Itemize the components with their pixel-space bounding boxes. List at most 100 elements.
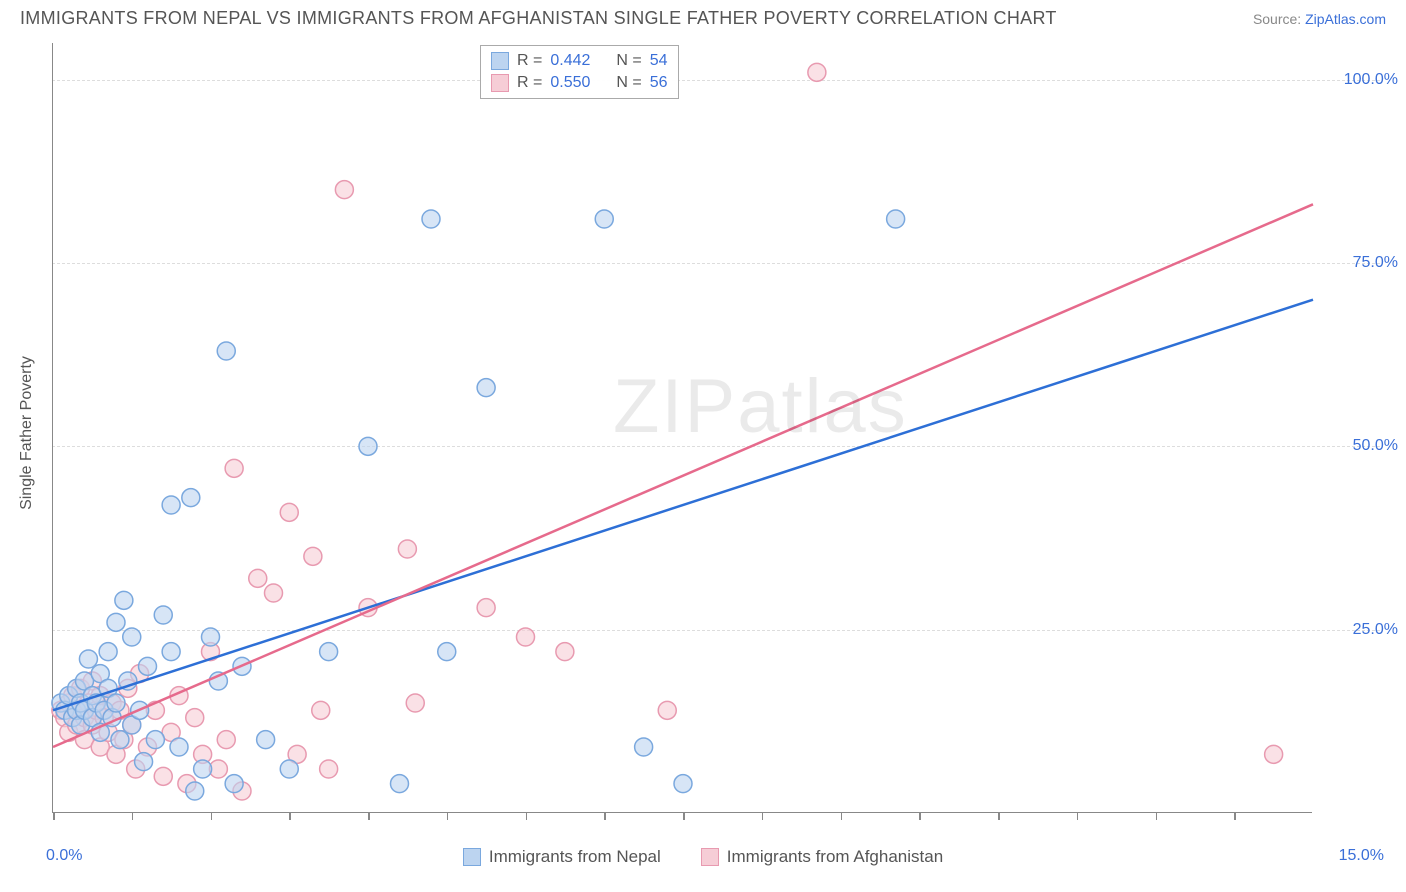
data-point bbox=[249, 569, 267, 587]
swatch-afghanistan-icon bbox=[701, 848, 719, 866]
data-point bbox=[162, 496, 180, 514]
x-tick-mark bbox=[1156, 812, 1158, 820]
data-point bbox=[194, 760, 212, 778]
data-point bbox=[406, 694, 424, 712]
legend-r-label: R = bbox=[517, 50, 542, 72]
data-point bbox=[146, 731, 164, 749]
data-point bbox=[170, 738, 188, 756]
swatch-afghanistan-icon bbox=[491, 74, 509, 92]
legend-n-label: N = bbox=[616, 72, 641, 94]
data-point bbox=[265, 584, 283, 602]
data-point bbox=[257, 731, 275, 749]
y-tick-label: 50.0% bbox=[1353, 437, 1398, 455]
x-tick-mark bbox=[841, 812, 843, 820]
legend-top: R = 0.442 N = 54 R = 0.550 N = 56 bbox=[480, 45, 679, 99]
data-point bbox=[335, 181, 353, 199]
data-point bbox=[186, 782, 204, 800]
data-point bbox=[391, 775, 409, 793]
data-point bbox=[79, 650, 97, 668]
header: IMMIGRANTS FROM NEPAL VS IMMIGRANTS FROM… bbox=[0, 0, 1406, 33]
plot-area: ZIPatlas bbox=[52, 43, 1312, 813]
data-point bbox=[320, 760, 338, 778]
trend-line bbox=[53, 204, 1313, 747]
scatter-plot-svg bbox=[53, 43, 1312, 812]
legend-row-nepal: R = 0.442 N = 54 bbox=[491, 50, 668, 72]
legend-n-value-afghanistan: 56 bbox=[650, 72, 668, 94]
x-tick-mark bbox=[683, 812, 685, 820]
data-point bbox=[658, 701, 676, 719]
x-tick-mark bbox=[762, 812, 764, 820]
data-point bbox=[280, 503, 298, 521]
legend-r-value-afghanistan: 0.550 bbox=[550, 72, 590, 94]
data-point bbox=[217, 731, 235, 749]
data-point bbox=[422, 210, 440, 228]
legend-bottom: Immigrants from Nepal Immigrants from Af… bbox=[0, 847, 1406, 867]
data-point bbox=[312, 701, 330, 719]
x-tick-label-max: 15.0% bbox=[1339, 847, 1384, 865]
data-point bbox=[225, 459, 243, 477]
x-tick-mark bbox=[998, 812, 1000, 820]
legend-item-nepal: Immigrants from Nepal bbox=[463, 847, 661, 867]
data-point bbox=[517, 628, 535, 646]
data-point bbox=[595, 210, 613, 228]
data-point bbox=[635, 738, 653, 756]
data-point bbox=[320, 643, 338, 661]
data-point bbox=[139, 657, 157, 675]
y-tick-label: 75.0% bbox=[1353, 254, 1398, 272]
data-point bbox=[111, 731, 129, 749]
data-point bbox=[808, 63, 826, 81]
data-point bbox=[304, 547, 322, 565]
x-tick-mark bbox=[211, 812, 213, 820]
data-point bbox=[887, 210, 905, 228]
data-point bbox=[99, 643, 117, 661]
legend-r-label: R = bbox=[517, 72, 542, 94]
data-point bbox=[438, 643, 456, 661]
data-point bbox=[123, 628, 141, 646]
source-link[interactable]: ZipAtlas.com bbox=[1305, 11, 1386, 27]
swatch-nepal-icon bbox=[463, 848, 481, 866]
x-tick-mark bbox=[289, 812, 291, 820]
x-tick-mark bbox=[526, 812, 528, 820]
data-point bbox=[154, 606, 172, 624]
data-point bbox=[1265, 745, 1283, 763]
x-tick-label-min: 0.0% bbox=[46, 847, 82, 865]
legend-n-label: N = bbox=[616, 50, 641, 72]
x-tick-mark bbox=[53, 812, 55, 820]
swatch-nepal-icon bbox=[491, 52, 509, 70]
y-tick-label: 25.0% bbox=[1353, 621, 1398, 639]
legend-r-value-nepal: 0.442 bbox=[550, 50, 590, 72]
legend-row-afghanistan: R = 0.550 N = 56 bbox=[491, 72, 668, 94]
data-point bbox=[477, 599, 495, 617]
x-tick-mark bbox=[132, 812, 134, 820]
legend-n-value-nepal: 54 bbox=[650, 50, 668, 72]
data-point bbox=[162, 643, 180, 661]
y-tick-label: 100.0% bbox=[1344, 71, 1398, 89]
legend-label-nepal: Immigrants from Nepal bbox=[489, 847, 661, 867]
legend-label-afghanistan: Immigrants from Afghanistan bbox=[727, 847, 943, 867]
data-point bbox=[674, 775, 692, 793]
data-point bbox=[225, 775, 243, 793]
data-point bbox=[107, 613, 125, 631]
data-point bbox=[186, 709, 204, 727]
data-point bbox=[398, 540, 416, 558]
data-point bbox=[107, 694, 125, 712]
data-point bbox=[115, 591, 133, 609]
data-point bbox=[280, 760, 298, 778]
y-axis-title: Single Father Poverty bbox=[18, 356, 36, 510]
x-tick-mark bbox=[368, 812, 370, 820]
legend-item-afghanistan: Immigrants from Afghanistan bbox=[701, 847, 943, 867]
data-point bbox=[556, 643, 574, 661]
data-point bbox=[477, 379, 495, 397]
source-attribution: Source: ZipAtlas.com bbox=[1253, 11, 1386, 27]
chart-title: IMMIGRANTS FROM NEPAL VS IMMIGRANTS FROM… bbox=[20, 8, 1057, 29]
x-tick-mark bbox=[919, 812, 921, 820]
data-point bbox=[182, 489, 200, 507]
x-tick-mark bbox=[604, 812, 606, 820]
trend-line bbox=[53, 300, 1313, 711]
data-point bbox=[135, 753, 153, 771]
source-prefix: Source: bbox=[1253, 11, 1305, 27]
chart-container: Single Father Poverty 25.0% 50.0% 75.0% 100… bbox=[0, 33, 1406, 885]
x-tick-mark bbox=[1077, 812, 1079, 820]
data-point bbox=[359, 437, 377, 455]
data-point bbox=[202, 628, 220, 646]
